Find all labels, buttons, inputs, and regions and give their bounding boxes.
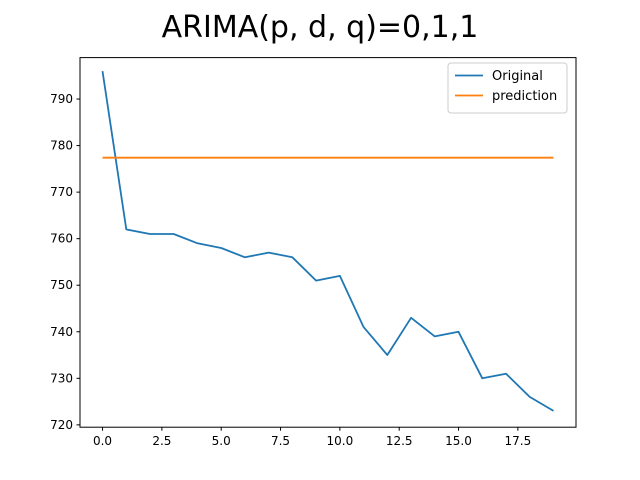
series-line-original: [101, 70, 554, 412]
axes-border: [79, 57, 577, 428]
legend-label-original: Original: [492, 69, 543, 84]
y-tick-label: 720: [50, 418, 73, 432]
x-tick-label: 2.5: [152, 434, 171, 448]
y-tick-label: 780: [50, 139, 73, 153]
x-axis-ticks: 0.0 2.5 5.0 7.5 10.0 12.5 15.0 17.5: [93, 427, 531, 448]
y-tick-label: 770: [50, 185, 73, 199]
x-tick-label: 7.5: [271, 434, 290, 448]
x-tick-label: 17.5: [504, 434, 531, 448]
y-tick-label: 750: [50, 278, 73, 292]
y-tick-label: 730: [50, 371, 73, 385]
x-tick-label: 5.0: [212, 434, 231, 448]
legend: Original prediction: [447, 62, 568, 114]
series-group: [101, 70, 554, 412]
y-tick-label: 740: [50, 325, 73, 339]
y-axis-ticks: 720 730 740 750 760 770 780 790: [50, 92, 80, 432]
x-tick-label: 15.0: [445, 434, 472, 448]
x-tick-label: 12.5: [386, 434, 413, 448]
x-tick-label: 10.0: [327, 434, 354, 448]
y-tick-label: 790: [50, 92, 73, 106]
legend-label-prediction: prediction: [492, 89, 557, 104]
chart-title: ARIMA(p, d, q)=0,1,1: [162, 10, 479, 45]
y-tick-label: 760: [50, 232, 73, 246]
x-tick-label: 0.0: [93, 434, 112, 448]
